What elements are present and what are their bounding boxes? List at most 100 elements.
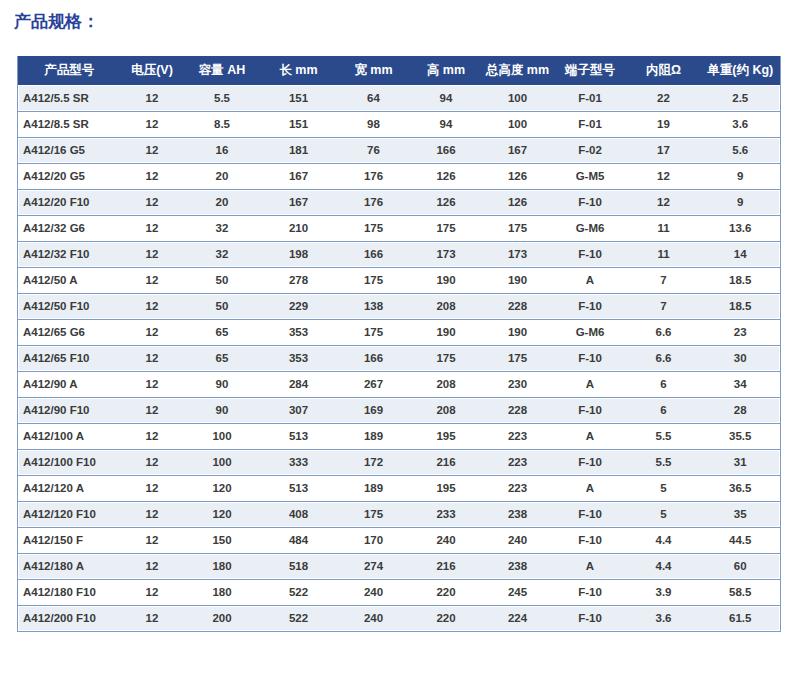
cell-value: G-M5 bbox=[554, 163, 627, 189]
cell-value: 50 bbox=[184, 293, 261, 319]
cell-value: 180 bbox=[184, 579, 261, 605]
cell-value: F-10 bbox=[554, 189, 627, 215]
column-header-1: 电压(V) bbox=[121, 56, 184, 85]
cell-value: 150 bbox=[184, 527, 261, 553]
cell-value: 12 bbox=[121, 189, 184, 215]
cell-value: 12 bbox=[121, 85, 184, 111]
cell-value: 12 bbox=[121, 137, 184, 163]
cell-value: 208 bbox=[411, 397, 482, 423]
cell-value: 44.5 bbox=[701, 527, 781, 553]
table-row: A412/5.5 SR125.51516494100F-01222.5 bbox=[18, 85, 781, 111]
cell-value: 18.5 bbox=[701, 267, 781, 293]
table-row: A412/90 F101290307169208228F-10628 bbox=[18, 397, 781, 423]
cell-product-model: A412/150 F bbox=[18, 527, 121, 553]
cell-product-model: A412/32 F10 bbox=[18, 241, 121, 267]
cell-value: 189 bbox=[337, 475, 411, 501]
cell-value: 190 bbox=[411, 319, 482, 345]
cell-value: 12 bbox=[121, 319, 184, 345]
table-row: A412/180 A12180518274216238A4.460 bbox=[18, 553, 781, 579]
cell-value: 12 bbox=[121, 163, 184, 189]
cell-value: 12 bbox=[121, 553, 184, 579]
cell-value: G-M6 bbox=[554, 215, 627, 241]
cell-product-model: A412/100 A bbox=[18, 423, 121, 449]
cell-value: 333 bbox=[261, 449, 337, 475]
cell-value: 245 bbox=[482, 579, 554, 605]
table-row: A412/120 A12120513189195223A536.5 bbox=[18, 475, 781, 501]
cell-value: F-10 bbox=[554, 397, 627, 423]
spec-table-header: 产品型号电压(V)容量 AH长 mm宽 mm高 mm总高度 mm端子型号内阻Ω单… bbox=[18, 56, 781, 85]
cell-value: 240 bbox=[482, 527, 554, 553]
cell-value: 12 bbox=[121, 397, 184, 423]
cell-value: 50 bbox=[184, 267, 261, 293]
cell-value: 223 bbox=[482, 475, 554, 501]
cell-value: 12 bbox=[121, 579, 184, 605]
cell-product-model: A412/50 F10 bbox=[18, 293, 121, 319]
cell-value: F-10 bbox=[554, 241, 627, 267]
cell-value: 190 bbox=[411, 267, 482, 293]
cell-value: A bbox=[554, 475, 627, 501]
cell-value: F-01 bbox=[554, 85, 627, 111]
cell-value: 175 bbox=[482, 215, 554, 241]
cell-value: 522 bbox=[261, 605, 337, 631]
cell-value: 65 bbox=[184, 319, 261, 345]
cell-value: 6 bbox=[627, 371, 701, 397]
cell-value: 208 bbox=[411, 293, 482, 319]
cell-value: 5.6 bbox=[701, 137, 781, 163]
cell-value: 22 bbox=[627, 85, 701, 111]
cell-value: 58.5 bbox=[701, 579, 781, 605]
cell-value: 12 bbox=[121, 241, 184, 267]
cell-value: 167 bbox=[482, 137, 554, 163]
cell-value: 126 bbox=[482, 163, 554, 189]
cell-value: 166 bbox=[411, 137, 482, 163]
table-row: A412/150 F12150484170240240F-104.444.5 bbox=[18, 527, 781, 553]
cell-value: 353 bbox=[261, 319, 337, 345]
cell-value: 35 bbox=[701, 501, 781, 527]
cell-value: 76 bbox=[337, 137, 411, 163]
cell-value: 408 bbox=[261, 501, 337, 527]
cell-value: 6.6 bbox=[627, 345, 701, 371]
cell-value: 181 bbox=[261, 137, 337, 163]
cell-product-model: A412/65 F10 bbox=[18, 345, 121, 371]
cell-value: 90 bbox=[184, 397, 261, 423]
cell-product-model: A412/20 G5 bbox=[18, 163, 121, 189]
cell-value: 19 bbox=[627, 111, 701, 137]
cell-value: 274 bbox=[337, 553, 411, 579]
table-row: A412/20 G51220167176126126G-M5129 bbox=[18, 163, 781, 189]
cell-value: 32 bbox=[184, 241, 261, 267]
cell-value: 518 bbox=[261, 553, 337, 579]
cell-value: F-01 bbox=[554, 111, 627, 137]
cell-product-model: A412/16 G5 bbox=[18, 137, 121, 163]
cell-product-model: A412/120 F10 bbox=[18, 501, 121, 527]
cell-value: 151 bbox=[261, 85, 337, 111]
cell-value: 12 bbox=[121, 449, 184, 475]
cell-value: F-10 bbox=[554, 345, 627, 371]
table-row: A412/50 F101250229138208228F-10718.5 bbox=[18, 293, 781, 319]
cell-value: 195 bbox=[411, 423, 482, 449]
cell-value: F-10 bbox=[554, 605, 627, 631]
cell-value: 12 bbox=[121, 371, 184, 397]
cell-value: 126 bbox=[411, 189, 482, 215]
cell-value: F-10 bbox=[554, 527, 627, 553]
column-header-7: 端子型号 bbox=[554, 56, 627, 85]
cell-value: F-10 bbox=[554, 293, 627, 319]
page-title: 产品规格： bbox=[14, 10, 800, 34]
column-header-4: 宽 mm bbox=[337, 56, 411, 85]
cell-value: 220 bbox=[411, 579, 482, 605]
cell-value: 20 bbox=[184, 163, 261, 189]
cell-product-model: A412/90 A bbox=[18, 371, 121, 397]
cell-value: 170 bbox=[337, 527, 411, 553]
cell-value: 513 bbox=[261, 423, 337, 449]
cell-value: 12 bbox=[121, 527, 184, 553]
cell-value: 484 bbox=[261, 527, 337, 553]
cell-product-model: A412/8.5 SR bbox=[18, 111, 121, 137]
column-header-6: 总高度 mm bbox=[482, 56, 554, 85]
cell-value: 5.5 bbox=[627, 449, 701, 475]
cell-value: 230 bbox=[482, 371, 554, 397]
cell-value: 17 bbox=[627, 137, 701, 163]
cell-value: G-M6 bbox=[554, 319, 627, 345]
cell-product-model: A412/120 A bbox=[18, 475, 121, 501]
cell-value: 23 bbox=[701, 319, 781, 345]
table-row: A412/180 F1012180522240220245F-103.958.5 bbox=[18, 579, 781, 605]
cell-product-model: A412/65 G6 bbox=[18, 319, 121, 345]
cell-value: 180 bbox=[184, 553, 261, 579]
